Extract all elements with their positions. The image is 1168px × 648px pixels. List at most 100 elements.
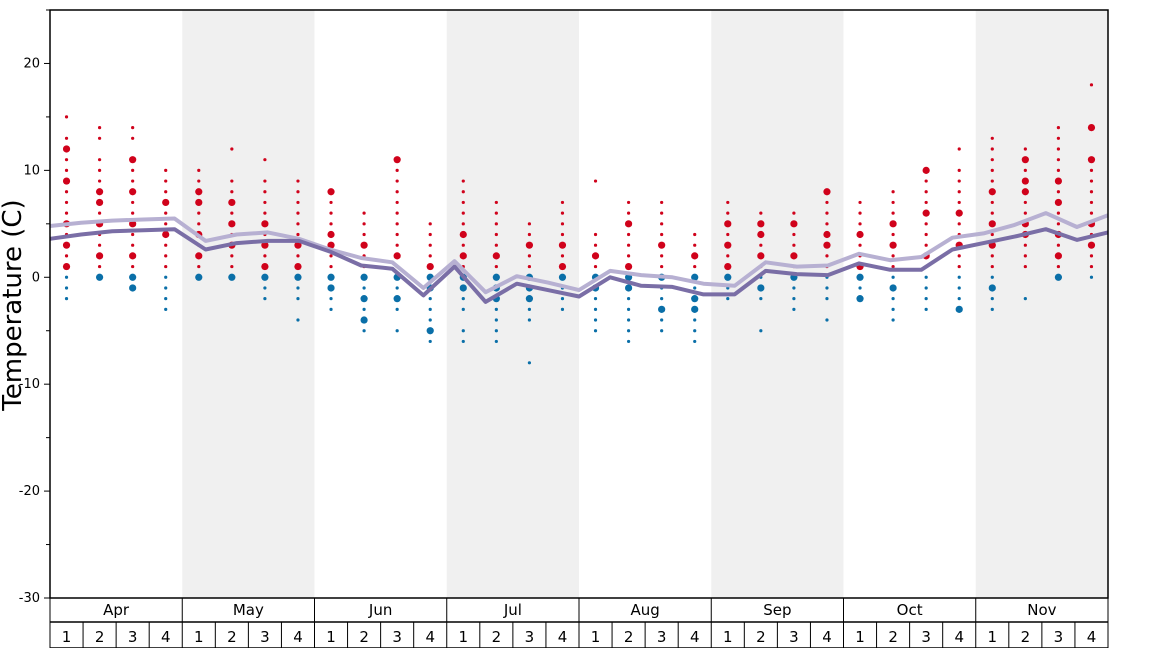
temperature-dot bbox=[825, 297, 829, 301]
temperature-dot bbox=[164, 179, 168, 183]
temperature-dot bbox=[990, 179, 994, 183]
temperature-dot bbox=[823, 188, 831, 196]
temperature-dot bbox=[329, 200, 333, 205]
temperature-dot bbox=[129, 188, 137, 196]
temperature-dot bbox=[1089, 264, 1094, 269]
temperature-dot bbox=[428, 222, 432, 226]
temperature-dot bbox=[494, 211, 498, 215]
week-label: 3 bbox=[789, 628, 799, 646]
temperature-dot bbox=[924, 200, 928, 205]
week-label: 3 bbox=[921, 628, 931, 646]
temperature-dot bbox=[891, 264, 895, 269]
week-label: 1 bbox=[723, 628, 733, 646]
temperature-dot bbox=[1056, 190, 1061, 194]
temperature-dot bbox=[296, 254, 300, 258]
temperature-dot bbox=[296, 211, 300, 215]
temperature-dot bbox=[164, 307, 168, 311]
temperature-dot bbox=[527, 361, 532, 365]
temperature-dot bbox=[327, 230, 335, 239]
temperature-dot bbox=[1023, 264, 1027, 269]
temperature-dot bbox=[129, 273, 137, 281]
temperature-dot bbox=[560, 232, 565, 237]
temperature-dot bbox=[329, 222, 333, 226]
temperature-dot bbox=[957, 275, 961, 279]
week-label: 2 bbox=[756, 628, 766, 646]
temperature-dot bbox=[626, 232, 631, 237]
month-label: Nov bbox=[1027, 601, 1056, 619]
temperature-dot bbox=[988, 188, 996, 196]
temperature-dot bbox=[527, 232, 532, 237]
temperature-dot bbox=[494, 264, 498, 269]
temperature-dot bbox=[1021, 177, 1029, 185]
temperature-dot bbox=[757, 252, 765, 260]
temperature-dot bbox=[494, 307, 498, 311]
week-label: 1 bbox=[591, 628, 601, 646]
temperature-dot bbox=[329, 211, 333, 215]
temperature-dot bbox=[792, 211, 796, 215]
temperature-dot bbox=[230, 179, 234, 183]
temperature-dot bbox=[1056, 126, 1061, 130]
temperature-dot bbox=[724, 241, 732, 249]
temperature-dot bbox=[593, 232, 598, 237]
temperature-dot bbox=[294, 241, 302, 249]
temperature-dot bbox=[1056, 147, 1061, 151]
temperature-dot bbox=[693, 339, 697, 344]
temperature-dot bbox=[296, 318, 300, 322]
temperature-dot bbox=[197, 222, 201, 226]
temperature-dot bbox=[1023, 297, 1027, 301]
temperature-dot bbox=[261, 241, 269, 249]
temperature-dot bbox=[825, 211, 829, 215]
temperature-dot bbox=[1056, 168, 1061, 172]
temperature-dot bbox=[792, 286, 796, 290]
temperature-dot bbox=[360, 316, 368, 324]
temperature-dot bbox=[263, 179, 267, 183]
temperature-dot bbox=[957, 147, 961, 151]
temperature-dot bbox=[660, 329, 664, 333]
week-label: 2 bbox=[888, 628, 898, 646]
temperature-dot bbox=[924, 190, 928, 194]
temperature-dot bbox=[296, 179, 300, 183]
temperature-dot bbox=[296, 286, 300, 290]
temperature-dot bbox=[990, 297, 994, 301]
temperature-dot bbox=[197, 211, 201, 215]
temperature-dot bbox=[263, 158, 267, 162]
temperature-dot bbox=[395, 329, 399, 333]
temperature-dot bbox=[494, 222, 498, 226]
temperature-dot bbox=[593, 243, 598, 247]
temperature-dot bbox=[792, 307, 796, 311]
temperature-dot bbox=[395, 168, 399, 172]
week-label: 1 bbox=[326, 628, 336, 646]
temperature-dot bbox=[693, 286, 697, 290]
temperature-dot bbox=[1054, 252, 1063, 260]
temperature-dot bbox=[228, 198, 236, 207]
temperature-dot bbox=[924, 275, 928, 279]
temperature-dot bbox=[97, 264, 102, 269]
temperature-dot bbox=[64, 211, 69, 215]
y-axis-label: Temperature (C) bbox=[0, 199, 28, 411]
temperature-dot bbox=[726, 211, 730, 215]
temperature-dot bbox=[525, 241, 534, 249]
week-label: 3 bbox=[657, 628, 667, 646]
temperature-dot bbox=[759, 297, 763, 301]
temperature-dot bbox=[1089, 211, 1094, 215]
temperature-dot bbox=[660, 318, 664, 322]
temperature-dot bbox=[825, 286, 829, 290]
temperature-dot bbox=[626, 211, 631, 215]
temperature-dot bbox=[957, 168, 961, 172]
temperature-dot bbox=[327, 273, 335, 281]
y-tick-label: 10 bbox=[23, 163, 40, 178]
temperature-dot bbox=[891, 318, 895, 322]
temperature-dot bbox=[230, 147, 234, 151]
temperature-dot bbox=[395, 211, 399, 215]
temperature-dot bbox=[558, 241, 567, 249]
temperature-dot bbox=[823, 230, 831, 239]
temperature-dot bbox=[660, 232, 664, 237]
temperature-dot bbox=[990, 264, 994, 269]
temperature-dot bbox=[593, 329, 598, 333]
temperature-dot bbox=[889, 241, 897, 249]
temperature-dot bbox=[957, 190, 961, 194]
month-label: Jul bbox=[503, 601, 522, 619]
temperature-dot bbox=[792, 243, 796, 247]
week-label: 3 bbox=[128, 628, 138, 646]
temperature-dot bbox=[660, 200, 664, 205]
